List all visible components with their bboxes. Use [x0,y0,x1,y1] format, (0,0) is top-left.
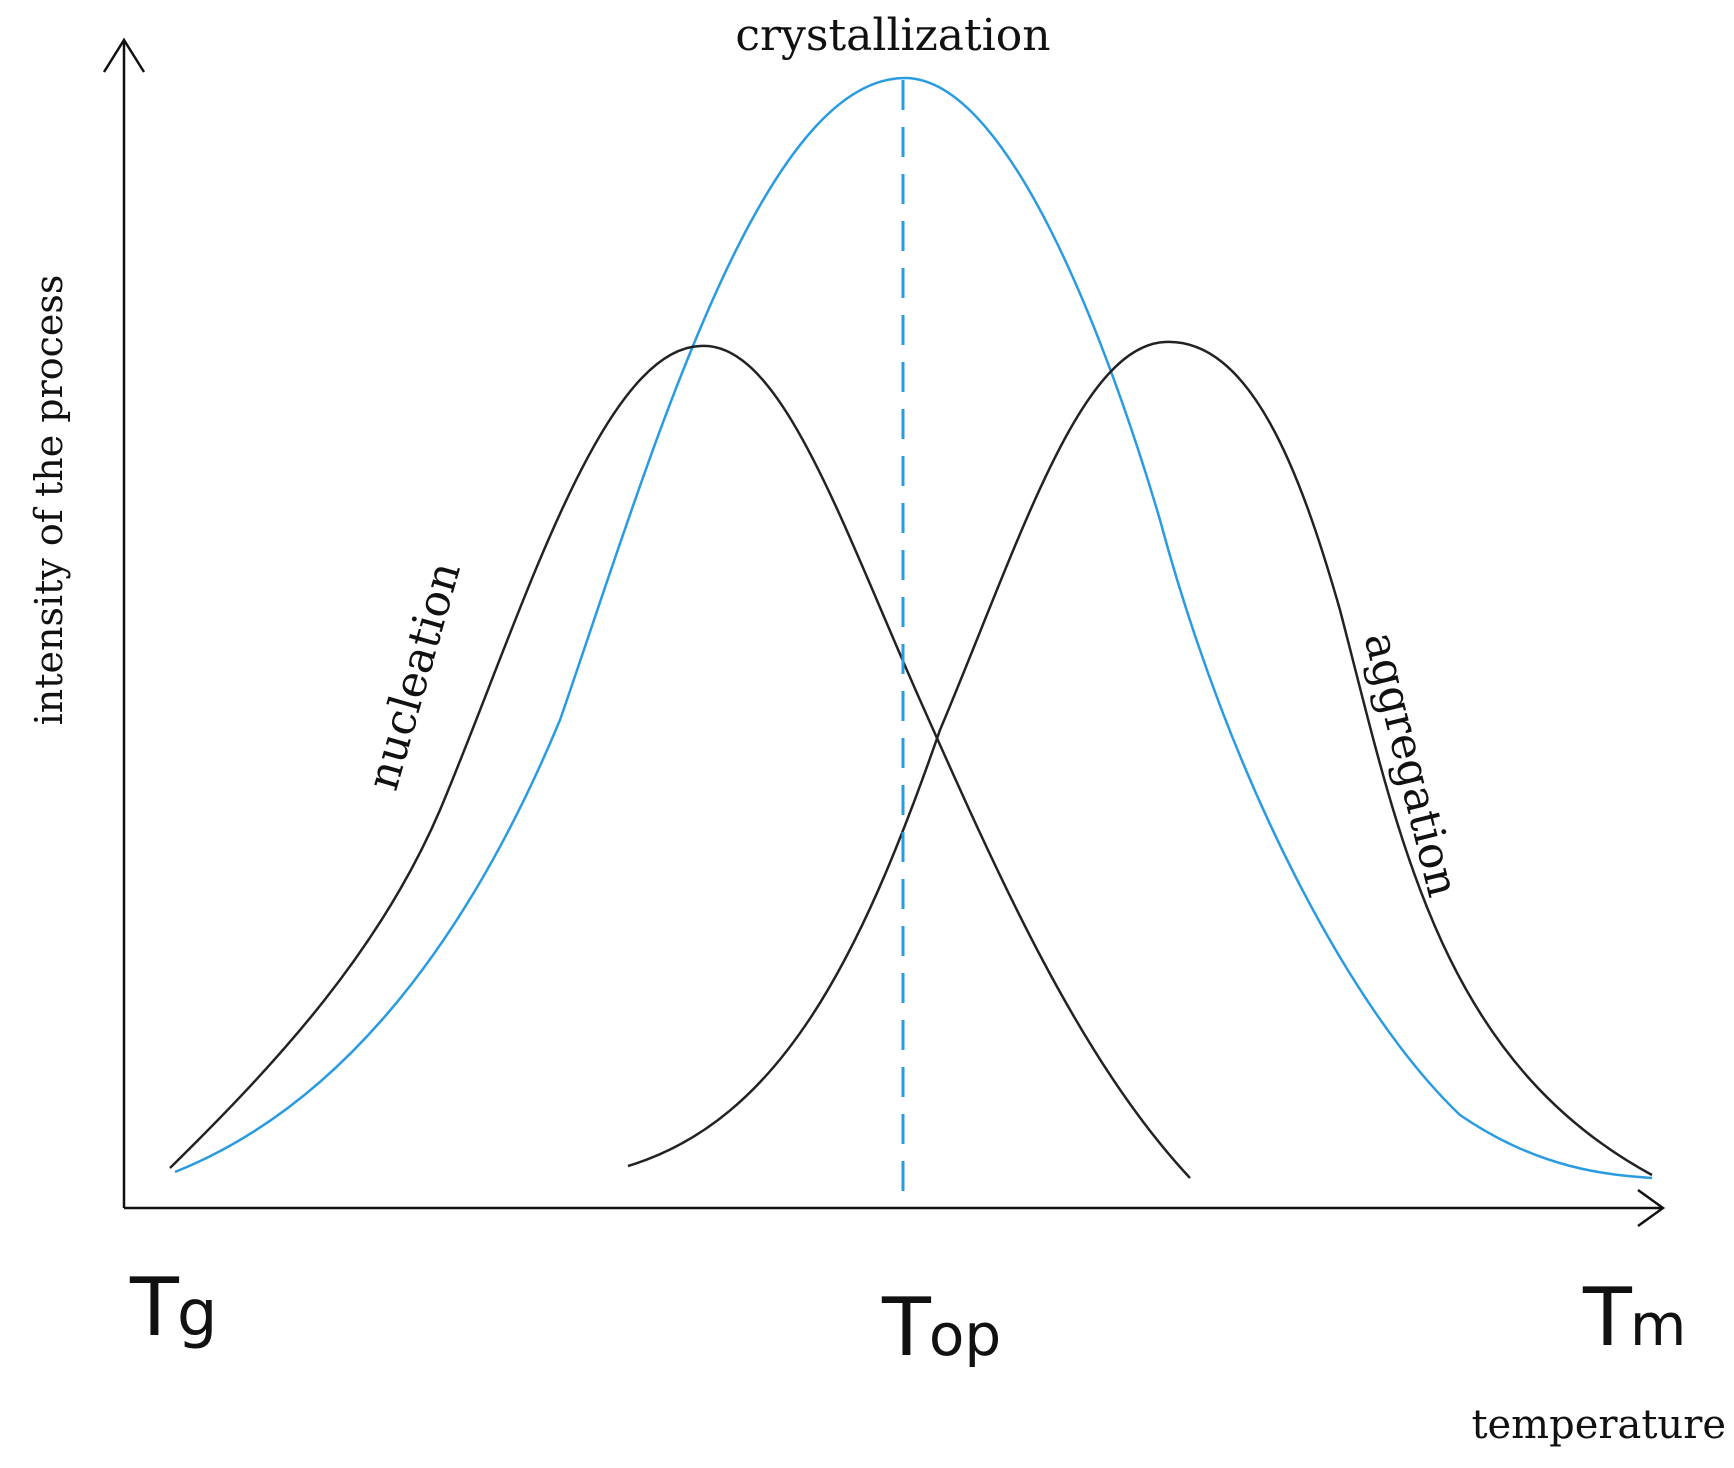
tm-sub: m [1630,1291,1687,1359]
tm-main: T [1582,1271,1633,1364]
axes [102,37,1666,1228]
nucleation-curve [169,344,1191,1179]
aggregation-curve [627,340,1653,1177]
y-axis-label: intensity of the process [27,275,71,726]
top-sub: op [929,1301,1001,1369]
nucleation-label: nucleation [357,556,471,795]
top-label: Top [881,1281,1001,1374]
tg-label: Tg [129,1261,218,1354]
aggregation-label: aggregation [1354,627,1469,902]
y-axis-arrowhead [102,37,146,73]
x-axis-arrowhead [1637,1188,1666,1228]
tm-label: Tm [1582,1271,1686,1364]
crystallization-label: crystallization [735,10,1050,61]
crystallization-curve [174,76,1653,1180]
tg-sub: g [177,1277,218,1351]
x-axis-label: temperature [1471,1402,1726,1448]
top-main: T [881,1281,932,1374]
tg-main: T [129,1261,180,1354]
